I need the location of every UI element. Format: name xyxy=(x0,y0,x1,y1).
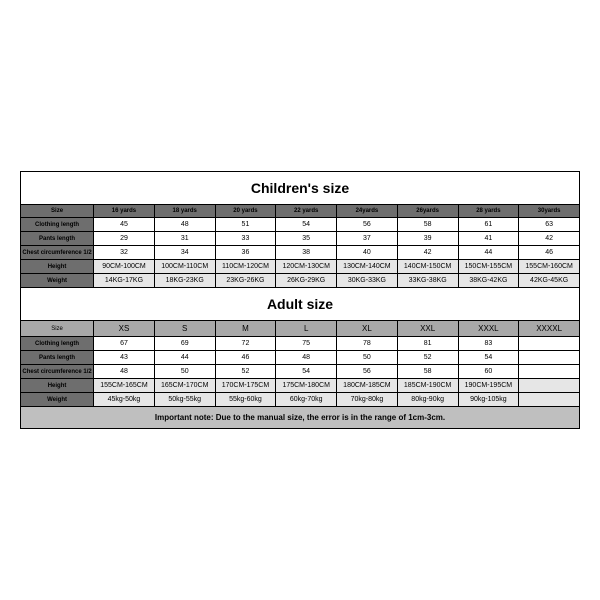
children-h-0: Size xyxy=(21,205,94,218)
children-row-0: Clothing length4548515456586163 xyxy=(21,218,580,232)
footer-note: Important note: Due to the manual size, … xyxy=(21,407,580,429)
children-r2-label: Chest circumference 1/2 xyxy=(21,246,94,260)
children-row-1: Pants length2931333537394142 xyxy=(21,232,580,246)
children-h-1: 16 yards xyxy=(94,205,155,218)
adult-h-2: S xyxy=(154,321,215,337)
children-r0-label: Clothing length xyxy=(21,218,94,232)
children-h-5: 24yards xyxy=(337,205,398,218)
children-row-4: Weight14KG-17KG18KG-23KG23KG-26KG26KG-29… xyxy=(21,274,580,288)
adult-h-0: Size xyxy=(21,321,94,337)
adult-row-4: Weight45kg-50kg50kg-55kg55kg-60kg60kg-70… xyxy=(21,393,580,407)
adult-row-3: Height155CM-165CM165CM-170CM170CM-175CM1… xyxy=(21,379,580,393)
children-r3-label: Height xyxy=(21,260,94,274)
adult-h-5: XL xyxy=(337,321,398,337)
children-h-7: 28 yards xyxy=(458,205,519,218)
adult-header-row: Size XS S M L XL XXL XXXL XXXXL xyxy=(21,321,580,337)
adult-h-6: XXL xyxy=(397,321,458,337)
children-h-2: 18 yards xyxy=(154,205,215,218)
size-chart-container: Children's size Size 16 yards 18 yards 2… xyxy=(20,171,580,429)
children-row-2: Chest circumference 1/23234363840424446 xyxy=(21,246,580,260)
adult-h-4: L xyxy=(276,321,337,337)
children-h-3: 20 yards xyxy=(215,205,276,218)
children-h-8: 30yards xyxy=(519,205,580,218)
children-r1-label: Pants length xyxy=(21,232,94,246)
adult-row-2: Chest circumference 1/248505254565860 xyxy=(21,365,580,379)
adult-h-1: XS xyxy=(94,321,155,337)
adult-h-3: M xyxy=(215,321,276,337)
children-header-row: Size 16 yards 18 yards 20 yards 22 yards… xyxy=(21,205,580,218)
children-r4-label: Weight xyxy=(21,274,94,288)
adult-h-7: XXXL xyxy=(458,321,519,337)
adult-h-8: XXXXL xyxy=(519,321,580,337)
children-h-6: 26yards xyxy=(397,205,458,218)
adult-row-0: Clothing length67697275788183 xyxy=(21,337,580,351)
children-title: Children's size xyxy=(21,172,580,205)
size-table: Children's size Size 16 yards 18 yards 2… xyxy=(20,171,580,429)
adult-title: Adult size xyxy=(21,288,580,321)
children-row-3: Height90CM-100CM100CM-110CM110CM-120CM12… xyxy=(21,260,580,274)
adult-row-1: Pants length43444648505254 xyxy=(21,351,580,365)
children-h-4: 22 yards xyxy=(276,205,337,218)
